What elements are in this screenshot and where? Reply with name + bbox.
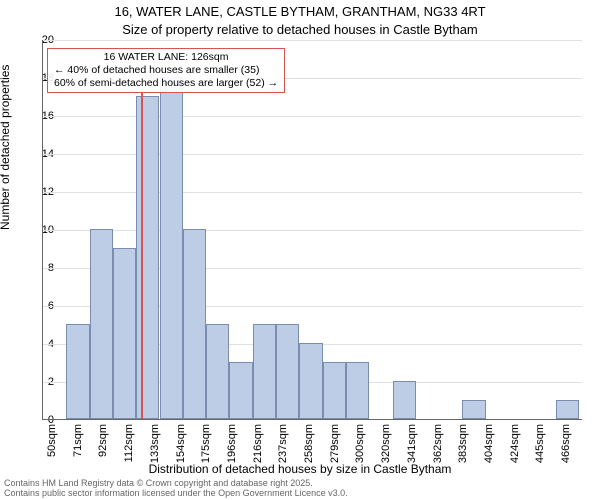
x-tick-label: 424sqm — [509, 424, 521, 463]
histogram-bar — [136, 96, 159, 419]
x-tick-label: 279sqm — [329, 424, 341, 463]
histogram-bar — [299, 343, 322, 419]
histogram-bar — [66, 324, 89, 419]
x-axis-label: Distribution of detached houses by size … — [0, 462, 600, 476]
histogram-bar — [160, 77, 183, 419]
histogram-bar — [346, 362, 369, 419]
x-tick-label: 341sqm — [406, 424, 418, 463]
x-tick-label: 196sqm — [226, 424, 238, 463]
x-tick-label: 320sqm — [380, 424, 392, 463]
x-tick-label: 466sqm — [560, 424, 572, 463]
histogram-bar — [556, 400, 579, 419]
x-tick-label: 92sqm — [97, 424, 109, 457]
histogram-bar — [393, 381, 416, 419]
histogram-bar — [113, 248, 136, 419]
x-tick-label: 258sqm — [303, 424, 315, 463]
marker-line — [141, 92, 143, 419]
histogram-bar — [276, 324, 299, 419]
histogram-bar — [323, 362, 346, 419]
chart-title-line1: 16, WATER LANE, CASTLE BYTHAM, GRANTHAM,… — [0, 4, 600, 19]
footer-attribution: Contains HM Land Registry data © Crown c… — [4, 479, 348, 499]
x-tick-label: 50sqm — [46, 424, 58, 457]
histogram-bar — [90, 229, 113, 419]
histogram-bar — [253, 324, 276, 419]
histogram-bars — [43, 40, 582, 419]
histogram-bar — [206, 324, 229, 419]
x-tick-label: 404sqm — [483, 424, 495, 463]
x-tick-label: 237sqm — [277, 424, 289, 463]
x-tick-label: 175sqm — [200, 424, 212, 463]
x-tick-label: 445sqm — [534, 424, 546, 463]
x-tick-label: 112sqm — [123, 424, 135, 462]
chart-title-line2: Size of property relative to detached ho… — [0, 22, 600, 37]
x-tick-label: 133sqm — [149, 424, 161, 463]
y-axis-label: Number of detached properties — [0, 65, 12, 230]
histogram-bar — [462, 400, 485, 419]
x-tick-label: 383sqm — [457, 424, 469, 463]
x-tick-label: 216sqm — [252, 424, 264, 463]
x-tick-label: 362sqm — [432, 424, 444, 463]
histogram-bar — [229, 362, 252, 419]
x-tick-label: 154sqm — [175, 424, 187, 463]
annotation-box: 16 WATER LANE: 126sqm ← 40% of detached … — [47, 48, 285, 93]
annotation-line2: ← 40% of detached houses are smaller (35… — [54, 64, 278, 77]
annotation-line1: 16 WATER LANE: 126sqm — [54, 51, 278, 64]
annotation-line3: 60% of semi-detached houses are larger (… — [54, 77, 278, 90]
x-tick-label: 300sqm — [354, 424, 366, 463]
footer-line2: Contains public sector information licen… — [4, 489, 348, 499]
chart-container: 16, WATER LANE, CASTLE BYTHAM, GRANTHAM,… — [0, 0, 600, 500]
x-tick-label: 71sqm — [72, 424, 84, 457]
histogram-bar — [183, 229, 206, 419]
plot-area — [42, 40, 582, 420]
